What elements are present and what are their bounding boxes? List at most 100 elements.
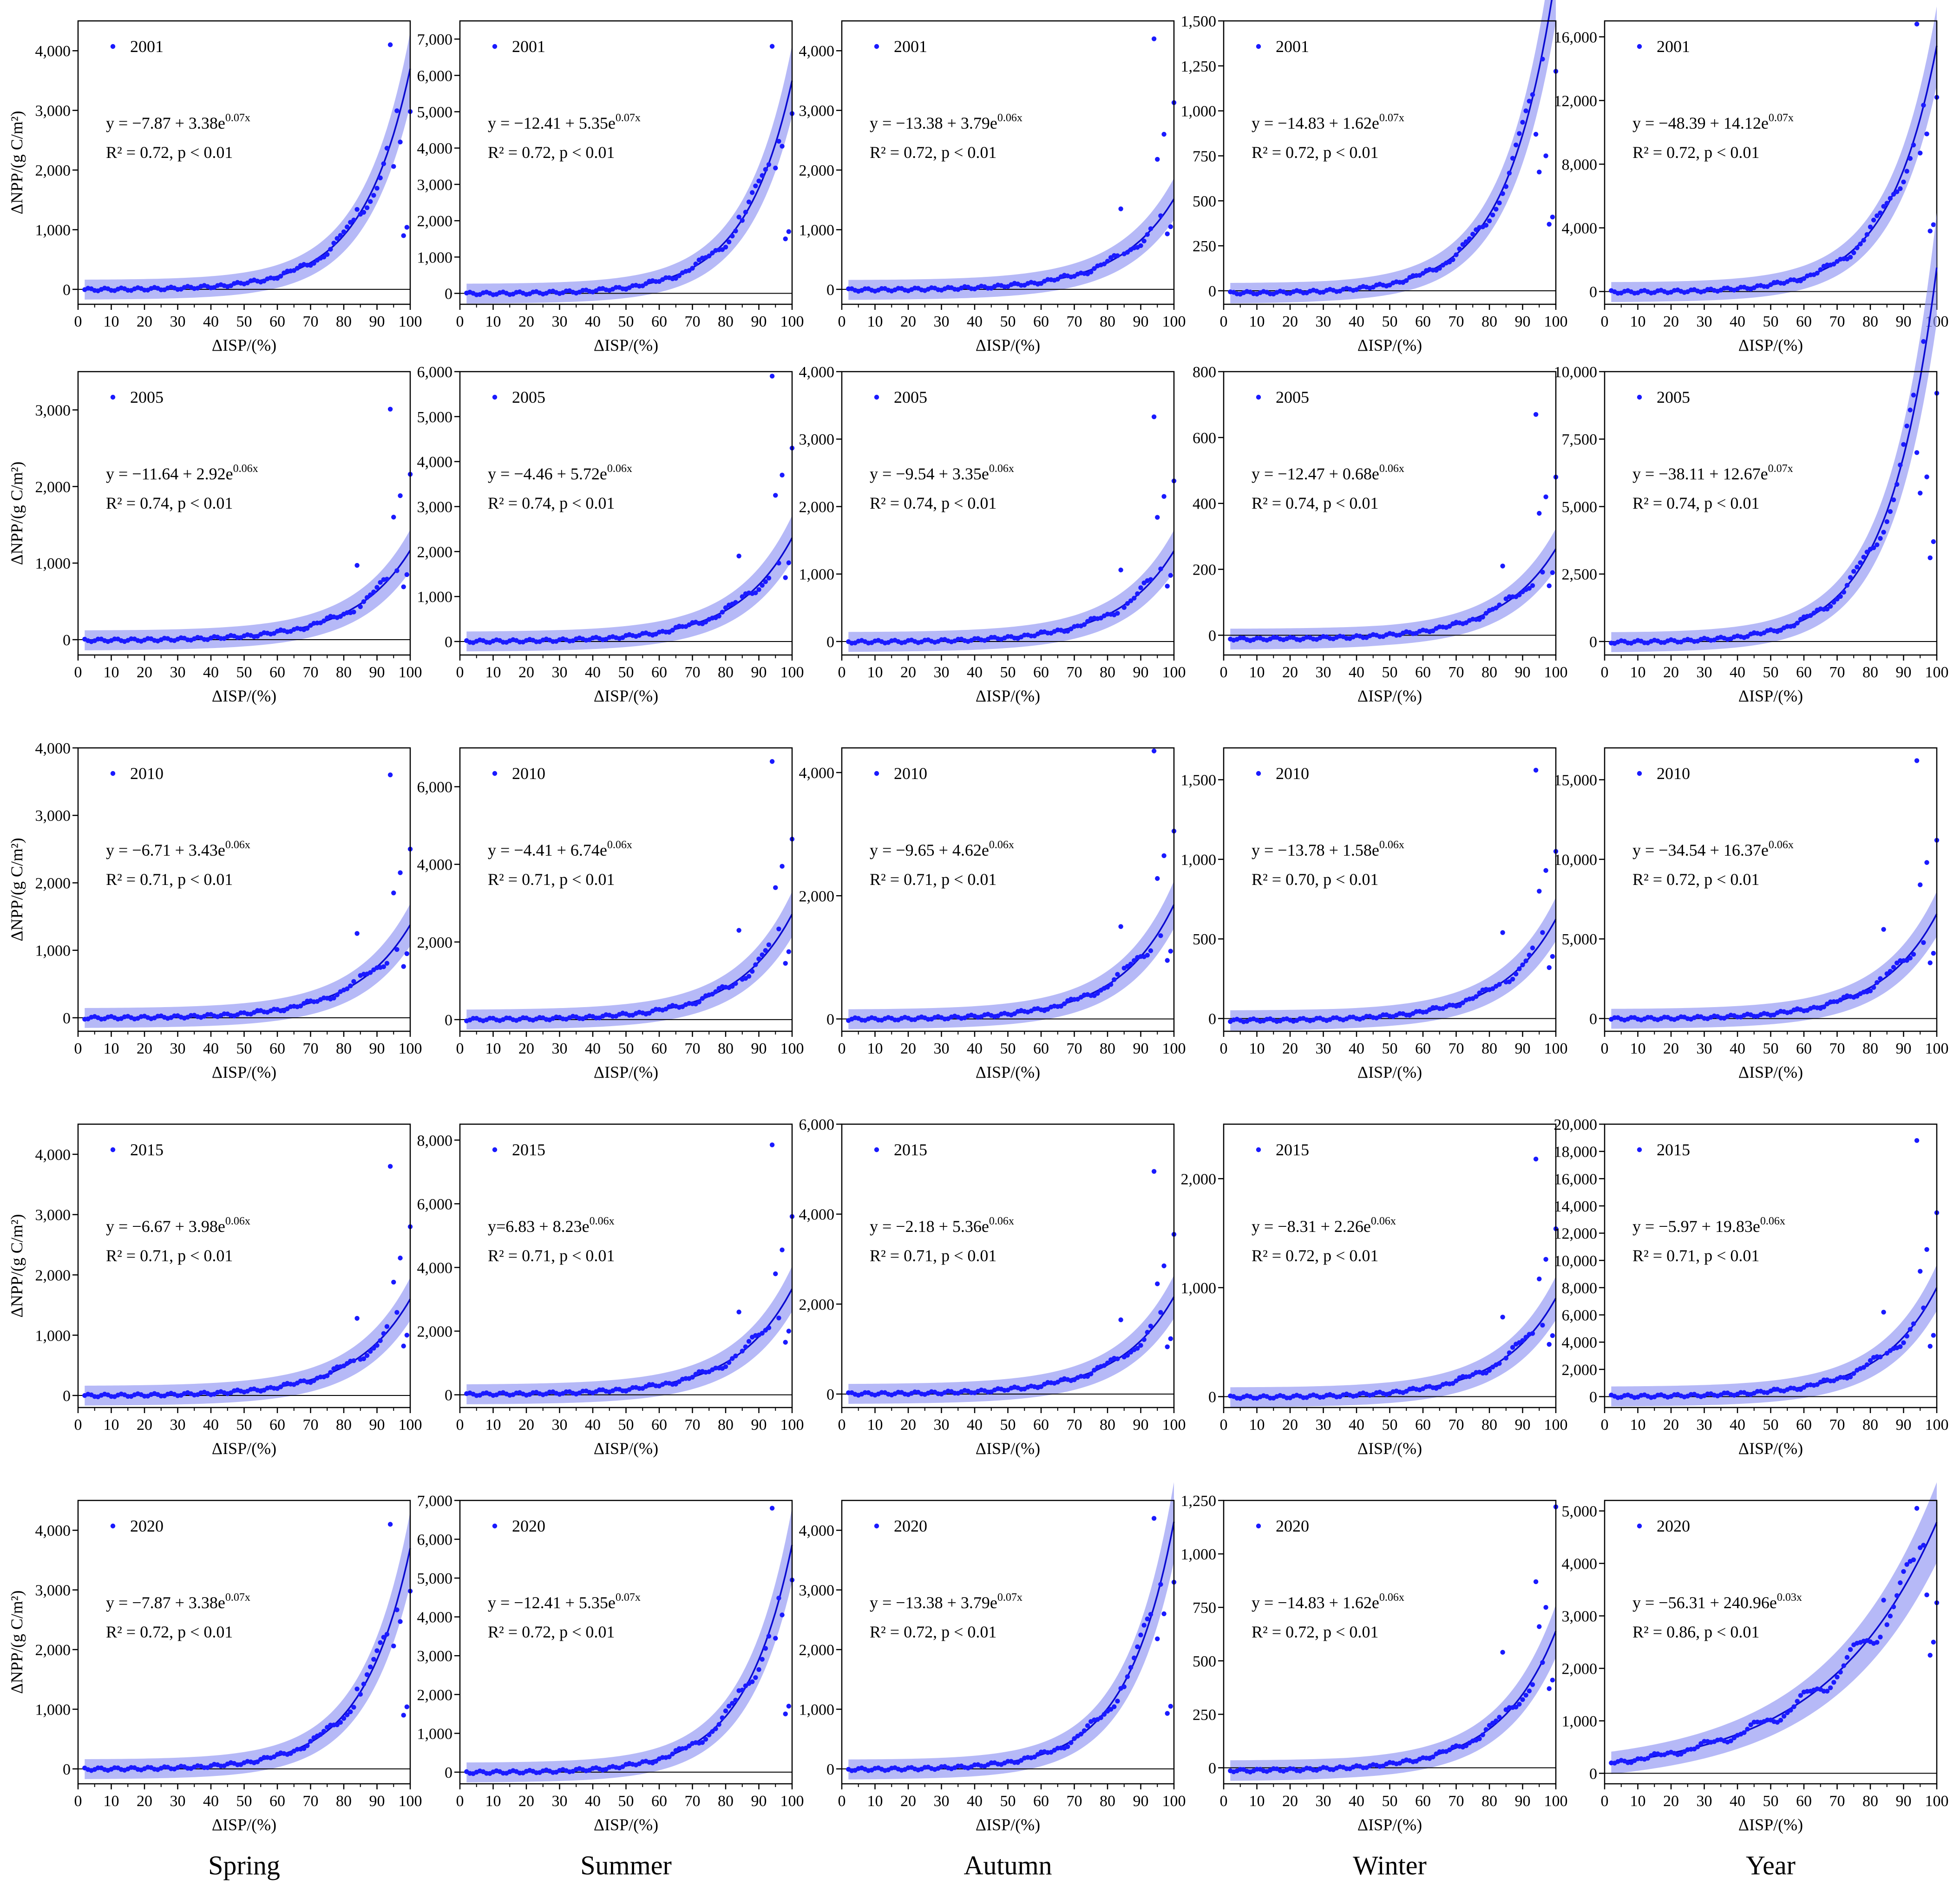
data-point (760, 1330, 765, 1336)
x-tick-label: 40 (1730, 1793, 1745, 1810)
x-tick-label: 70 (1829, 1416, 1845, 1434)
y-axis-label: ΔNPP/(g C/m²) (7, 111, 26, 215)
x-tick-label: 80 (718, 313, 734, 330)
data-point (1918, 491, 1923, 496)
data-point (358, 1692, 363, 1697)
x-tick-label: 80 (1481, 664, 1497, 681)
y-tick-label: 20,000 (1554, 1116, 1598, 1133)
data-point (1141, 238, 1147, 243)
data-point (1500, 1650, 1505, 1655)
x-tick-label: 60 (269, 313, 285, 330)
x-tick-label: 60 (1415, 1040, 1431, 1057)
data-point (1550, 1333, 1555, 1338)
data-point (1514, 1704, 1519, 1710)
x-tick-label: 70 (303, 664, 319, 681)
legend-marker (874, 771, 879, 776)
x-tick-label: 20 (137, 664, 152, 681)
fit-equation: y = −56.31 + 240.96e0.03x (1632, 1591, 1802, 1612)
x-tick-label: 60 (269, 1793, 285, 1810)
data-point (1035, 1752, 1041, 1757)
data-point (1908, 1327, 1913, 1332)
data-point (740, 594, 745, 599)
data-point (1115, 1356, 1120, 1362)
x-tick-label: 100 (1162, 313, 1186, 330)
data-point (707, 253, 712, 259)
x-tick-label: 50 (618, 1793, 634, 1810)
x-tick-label: 20 (1663, 1416, 1679, 1434)
x-tick-label: 50 (236, 1416, 252, 1434)
x-tick-label: 30 (552, 1040, 568, 1057)
data-point (384, 1631, 390, 1637)
y-tick-label: 1,000 (799, 566, 835, 583)
data-point (1082, 1728, 1087, 1733)
data-point (1881, 204, 1886, 209)
fit-equation: y = −34.54 + 16.37e0.06x (1632, 839, 1794, 859)
y-tick-label: 8,000 (1562, 156, 1598, 173)
data-point (1918, 1269, 1923, 1274)
x-tick-label: 80 (1481, 1793, 1497, 1810)
data-point (1858, 242, 1863, 247)
data-point (1517, 131, 1522, 136)
x-tick-label: 100 (399, 313, 422, 330)
fit-equation: y = −12.47 + 0.68e0.06x (1252, 463, 1404, 483)
y-tick-label: 4,000 (1562, 1334, 1598, 1351)
x-tick-label: 0 (1601, 313, 1609, 330)
r-squared-text: R² = 0.72, p < 0.01 (1252, 143, 1378, 162)
data-point (1460, 1000, 1465, 1005)
data-point (1795, 1699, 1800, 1704)
x-tick-label: 10 (1249, 313, 1265, 330)
data-point (730, 1356, 735, 1361)
data-point (218, 636, 223, 641)
data-point (710, 991, 715, 997)
data-point (1894, 189, 1900, 195)
data-point (1828, 1685, 1833, 1690)
x-tick-label: 0 (838, 313, 846, 330)
data-point (756, 956, 761, 962)
data-point (700, 1740, 705, 1745)
data-point (667, 1754, 672, 1760)
confidence-band (1611, 1482, 1937, 1774)
data-point (334, 1722, 340, 1728)
data-point (597, 1387, 602, 1393)
y-tick-label: 4,000 (35, 740, 71, 757)
data-point (255, 1008, 260, 1013)
data-point (371, 193, 376, 198)
legend-marker (110, 1147, 116, 1153)
data-point (398, 1255, 403, 1261)
confidence-band (466, 45, 792, 304)
legend-marker (492, 771, 498, 776)
data-point (1547, 965, 1552, 970)
data-point (1861, 1365, 1866, 1370)
data-point (1507, 1350, 1512, 1356)
r-squared-text: R² = 0.71, p < 0.01 (488, 870, 615, 889)
fit-curve (85, 68, 411, 291)
data-point (1888, 196, 1893, 201)
y-tick-label: 0 (1208, 283, 1216, 300)
data-point (1058, 1003, 1064, 1009)
x-tick-label: 60 (1033, 1416, 1049, 1434)
data-point (1831, 1680, 1836, 1685)
data-point (710, 1729, 715, 1734)
x-tick-label: 80 (336, 313, 352, 330)
data-point (1808, 613, 1813, 618)
y-tick-label: 0 (445, 634, 452, 651)
x-tick-label: 10 (867, 313, 883, 330)
data-point (1731, 1735, 1737, 1741)
y-tick-label: 1,000 (1181, 1546, 1217, 1563)
x-tick-label: 10 (485, 1793, 501, 1810)
data-point (783, 1711, 788, 1716)
data-point (773, 165, 778, 170)
x-tick-label: 40 (203, 1416, 219, 1434)
x-tick-label: 10 (104, 1040, 119, 1057)
data-point (1454, 1378, 1459, 1383)
x-tick-label: 80 (1862, 1040, 1878, 1057)
data-point (1497, 1715, 1502, 1720)
data-point (783, 236, 788, 242)
data-point (1543, 494, 1548, 499)
y-tick-label: 7,000 (417, 31, 453, 48)
data-point (1477, 990, 1482, 995)
legend-label: 2010 (1276, 764, 1309, 783)
x-tick-label: 0 (1601, 1416, 1609, 1434)
data-point (1550, 1677, 1555, 1683)
data-point (394, 108, 400, 113)
